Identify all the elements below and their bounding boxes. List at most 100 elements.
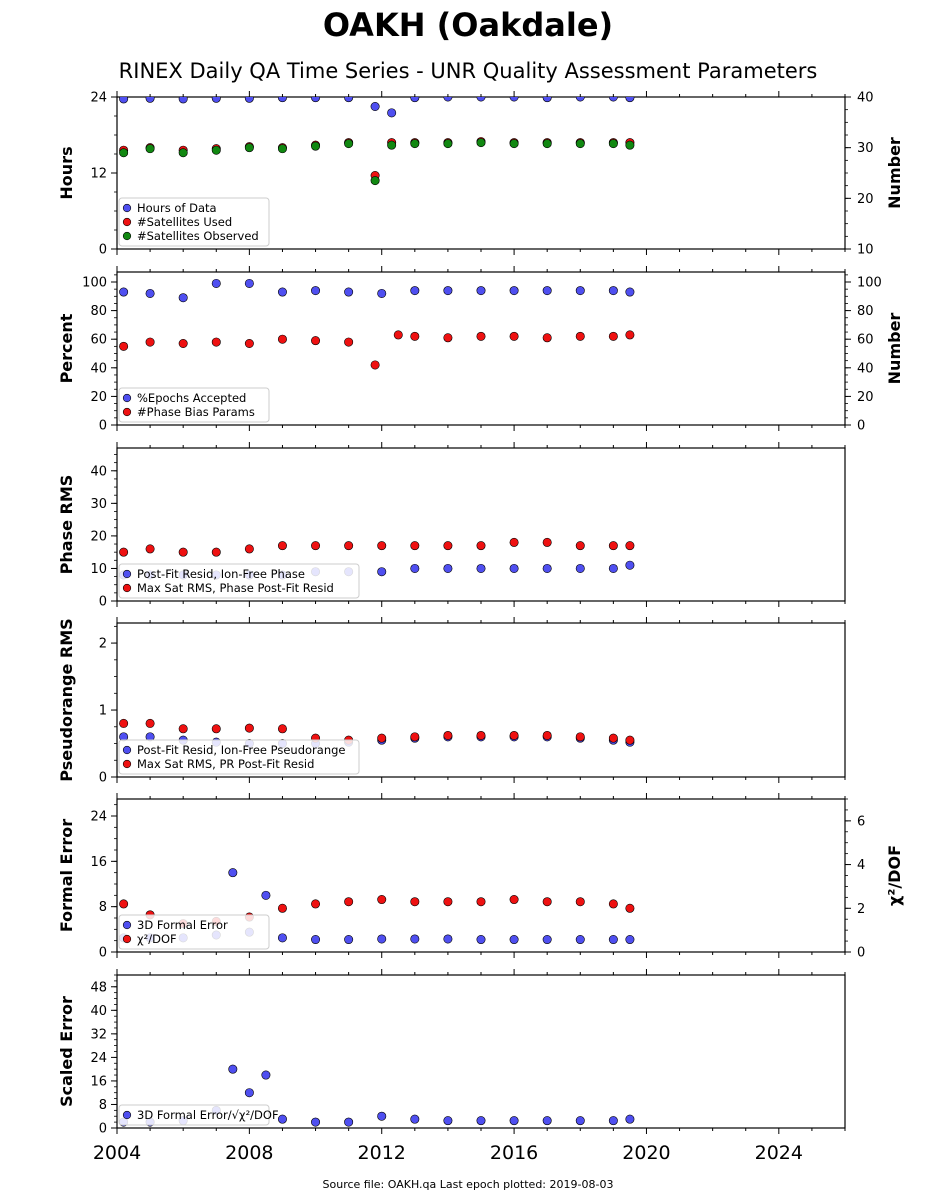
source-footer: Source file: OAKH.qa Last epoch plotted:… bbox=[323, 1178, 614, 1191]
data-point bbox=[211, 337, 221, 347]
legend-marker bbox=[122, 583, 132, 593]
panel-6: 2004 2008 2012 2016 2020 2024 0 8 16 24 32 40 48 Scal… bbox=[57, 969, 846, 1164]
panel-4: 0 1 2 Pseudorange RMS Post-Fit Resid, Ion-Fr… bbox=[57, 617, 846, 786]
y-tick-label: 16 bbox=[90, 1074, 107, 1089]
data-point bbox=[211, 547, 221, 557]
data-point bbox=[277, 334, 287, 344]
y-right-tick-label: 80 bbox=[857, 304, 874, 319]
data-point bbox=[393, 330, 403, 340]
series-2 bbox=[119, 330, 635, 370]
legend-box bbox=[118, 563, 360, 599]
data-point bbox=[608, 541, 618, 551]
legend-label: Max Sat RMS, Phase Post-Fit Resid bbox=[137, 581, 334, 595]
data-point bbox=[476, 331, 486, 341]
data-point bbox=[509, 935, 519, 945]
data-point bbox=[377, 288, 387, 298]
data-point bbox=[119, 97, 129, 104]
legend-marker bbox=[122, 217, 132, 227]
y-tick-label: 20 bbox=[90, 529, 107, 544]
legend-marker bbox=[122, 759, 132, 769]
y-right-tick-label: 20 bbox=[857, 390, 874, 405]
data-point bbox=[476, 138, 486, 148]
data-point bbox=[119, 287, 129, 297]
y-tick-label: 100 bbox=[82, 276, 107, 291]
data-point bbox=[410, 1114, 420, 1124]
data-point bbox=[625, 541, 635, 551]
legend-marker bbox=[122, 393, 132, 403]
data-point bbox=[509, 331, 519, 341]
data-point bbox=[145, 544, 155, 554]
data-point bbox=[261, 890, 271, 900]
data-point bbox=[178, 724, 188, 734]
legend-marker bbox=[122, 1110, 132, 1120]
y-tick-label: 0 bbox=[99, 595, 107, 610]
data-point bbox=[145, 144, 155, 154]
data-point bbox=[178, 547, 188, 557]
data-point bbox=[443, 1116, 453, 1126]
data-point bbox=[244, 723, 254, 733]
data-point bbox=[575, 286, 585, 296]
data-point bbox=[370, 176, 380, 186]
data-point bbox=[608, 331, 618, 341]
data-point bbox=[443, 97, 453, 102]
y-right-tick-label: 2 bbox=[857, 902, 865, 917]
y-tick-label: 40 bbox=[90, 464, 107, 479]
data-point bbox=[261, 1070, 271, 1080]
data-point bbox=[311, 97, 321, 103]
data-point bbox=[228, 868, 238, 878]
series-1 bbox=[119, 97, 635, 118]
data-point bbox=[476, 563, 486, 573]
data-point bbox=[625, 140, 635, 150]
data-point bbox=[509, 563, 519, 573]
data-point bbox=[119, 547, 129, 557]
data-point bbox=[575, 935, 585, 945]
y-right-tick-label: 40 bbox=[857, 361, 874, 376]
data-point bbox=[377, 541, 387, 551]
data-point bbox=[311, 1117, 321, 1127]
data-point bbox=[575, 139, 585, 149]
data-point bbox=[443, 139, 453, 149]
legend-marker bbox=[122, 569, 132, 579]
series-2 bbox=[119, 718, 635, 745]
data-point bbox=[575, 563, 585, 573]
data-point bbox=[211, 724, 221, 734]
legend-label: #Phase Bias Params bbox=[137, 405, 255, 419]
data-point bbox=[608, 97, 618, 102]
y-axis-label: Hours bbox=[57, 146, 76, 199]
data-point bbox=[344, 337, 354, 347]
y-tick-label: 10 bbox=[90, 562, 107, 577]
points bbox=[119, 97, 635, 186]
y-right-tick-label: 40 bbox=[857, 91, 874, 106]
data-point bbox=[410, 331, 420, 341]
y-tick-label: 0 bbox=[99, 419, 107, 434]
data-point bbox=[410, 934, 420, 944]
y-tick-label: 0 bbox=[99, 243, 107, 258]
data-point bbox=[145, 288, 155, 298]
data-point bbox=[476, 1116, 486, 1126]
data-point bbox=[575, 97, 585, 102]
data-point bbox=[476, 97, 486, 102]
panel-3: 0 10 20 30 40 Phase RMS Post-Fit Resid, Ion-Fr… bbox=[57, 442, 846, 610]
legend: Hours of Data#Satellites Used#Satellites… bbox=[118, 197, 270, 247]
legend-box bbox=[118, 914, 270, 950]
data-point bbox=[277, 903, 287, 913]
data-point bbox=[608, 733, 618, 743]
y-right-axis-label: χ²/DOF bbox=[885, 845, 904, 906]
data-point bbox=[410, 897, 420, 907]
legend: 3D Formal Error/√χ²/DOF bbox=[118, 1104, 279, 1126]
data-point bbox=[608, 899, 618, 909]
data-point bbox=[377, 1111, 387, 1121]
y-right-axis-label: Number bbox=[885, 313, 904, 385]
data-point bbox=[542, 139, 552, 149]
x-tick-label: 2008 bbox=[225, 1142, 273, 1164]
data-point bbox=[145, 97, 155, 103]
y-tick-label: 8 bbox=[99, 900, 107, 915]
data-point bbox=[277, 1114, 287, 1124]
legend-label: 3D Formal Error bbox=[137, 918, 228, 932]
legend-label: %Epochs Accepted bbox=[137, 391, 246, 405]
data-point bbox=[542, 333, 552, 343]
data-point bbox=[228, 1064, 238, 1074]
